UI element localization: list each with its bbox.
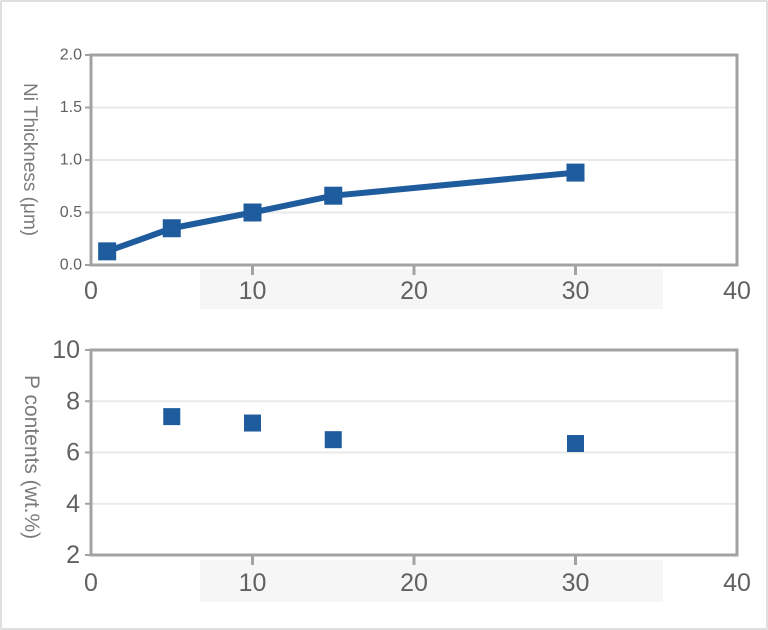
data-point-marker (324, 431, 342, 449)
x-axis-tick-label: 10 (239, 569, 267, 597)
data-point-marker (324, 186, 343, 205)
ni-thickness-y-axis-title: Ni Thickness (μm) (19, 82, 40, 237)
data-point-marker (567, 435, 584, 453)
y-axis-tick-label: 8 (66, 387, 80, 415)
y-axis-tick-label: 2.0 (60, 47, 82, 64)
p-contents-chart: P contents (wt.%) 0 10 20 30 40 2 4 6 8 10 (2, 317, 766, 628)
p-contents-y-axis-title: P contents (wt.%) (20, 375, 43, 540)
y-axis-tick-label: 4 (66, 490, 80, 518)
x-axis-tick-label: 0 (84, 277, 98, 305)
x-axis-tick-label: 20 (400, 277, 428, 305)
data-point-marker (243, 203, 262, 222)
ni-thickness-chart: Ni Thickness (μm) 0 10 20 30 40 0.0 0.5 1.0 1.5 2… (2, 2, 766, 317)
y-axis-tick-label: 1.0 (60, 152, 82, 169)
x-axis-tick-label: 10 (239, 277, 267, 305)
y-axis-tick-label: 6 (66, 439, 80, 467)
data-point-marker (244, 414, 261, 432)
y-axis-tick-label: 1.5 (60, 99, 82, 116)
data-point-marker (98, 242, 117, 261)
ni-thickness-plot: 0 10 20 30 40 0.0 0.5 1.0 1.5 2.0 (60, 47, 751, 309)
plot-border (89, 348, 739, 557)
x-axis-tick-label: 0 (84, 569, 98, 597)
p-contents-plot: 0 10 20 30 40 2 4 6 8 10 (52, 336, 751, 602)
data-point-marker (566, 163, 585, 182)
y-axis-tick-label: 0.0 (60, 257, 82, 274)
x-axis-label-band (200, 560, 663, 602)
x-axis-tick-label: 40 (723, 569, 751, 597)
x-axis-tick-label: 30 (562, 277, 590, 305)
y-axis-tick-label: 2 (66, 541, 80, 569)
y-axis-tick-label: 0.5 (60, 204, 82, 221)
x-axis-tick-label: 20 (400, 569, 428, 597)
x-axis-tick-label: 40 (723, 277, 751, 305)
plot-border (89, 53, 739, 267)
x-axis-tick-label: 30 (562, 569, 590, 597)
data-point-marker (162, 219, 181, 238)
y-axis-tick-label: 10 (52, 336, 80, 364)
data-point-marker (163, 408, 181, 426)
x-axis-label-band (200, 269, 663, 309)
